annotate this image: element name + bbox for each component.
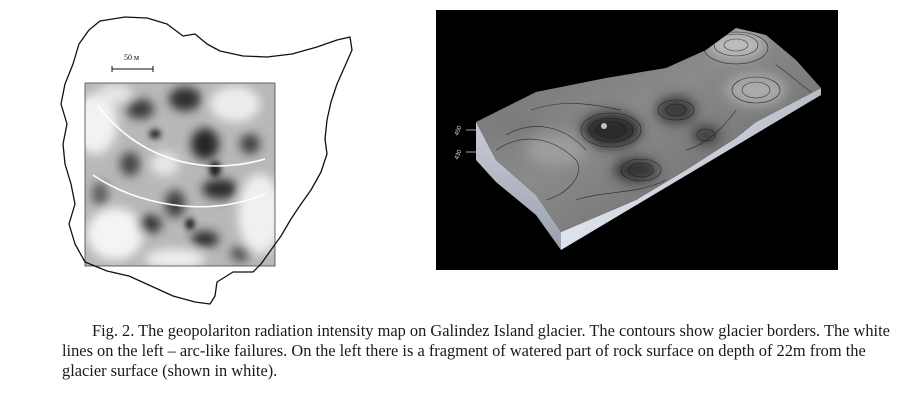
axis-label-upper: 450 — [454, 125, 463, 137]
map-frame — [84, 82, 276, 267]
relief-right-side — [561, 88, 821, 250]
axis-label-lower: 430 — [454, 149, 463, 161]
arc-failure-line-upper — [96, 104, 266, 167]
figure-caption: Fig. 2. The geopolariton radiation inten… — [62, 321, 890, 380]
relief-contours — [495, 31, 812, 201]
figure: 50 м — [55, 10, 838, 319]
arc-failure-line-lower — [92, 174, 266, 208]
scale-bar-label: 50 м — [124, 53, 139, 62]
intensity-map-svg: 50 м — [60, 16, 353, 305]
glacier-border-contour — [60, 16, 353, 305]
relief-3d-svg: 450 430 — [454, 28, 821, 250]
intensity-map — [85, 83, 275, 266]
relief-front-side — [476, 122, 561, 250]
relief-top-surface — [476, 28, 821, 232]
intensity-map-panel: 50 м — [55, 14, 375, 319]
relief-3d-panel: 450 430 — [436, 10, 838, 270]
